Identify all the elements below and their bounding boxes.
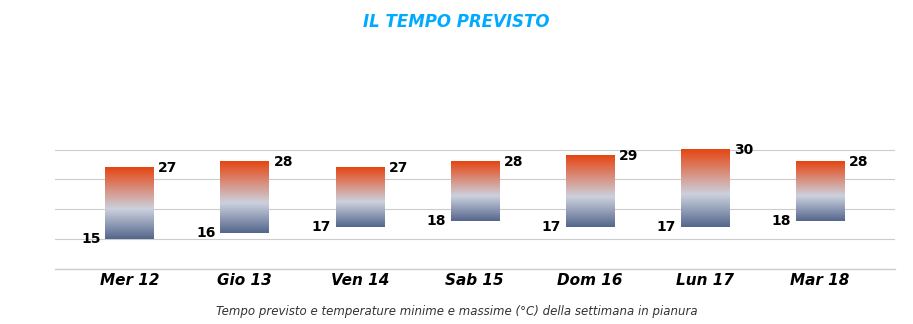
Text: 17: 17 (541, 220, 561, 234)
Text: 27: 27 (388, 161, 408, 175)
Text: IL TEMPO PREVISTO: IL TEMPO PREVISTO (363, 13, 550, 31)
Text: 17: 17 (311, 220, 331, 234)
Text: 15: 15 (81, 232, 100, 246)
Text: 28: 28 (273, 155, 293, 168)
Text: 28: 28 (504, 155, 523, 168)
Text: 17: 17 (656, 220, 677, 234)
Text: 27: 27 (158, 161, 178, 175)
Text: 18: 18 (771, 214, 792, 228)
Text: 28: 28 (849, 155, 868, 168)
Text: 29: 29 (619, 149, 638, 163)
Text: Tempo previsto e temperature minime e massime (°C) della settimana in pianura: Tempo previsto e temperature minime e ma… (215, 305, 698, 318)
Text: 30: 30 (734, 143, 753, 157)
Text: 16: 16 (196, 226, 215, 240)
Text: 18: 18 (426, 214, 446, 228)
